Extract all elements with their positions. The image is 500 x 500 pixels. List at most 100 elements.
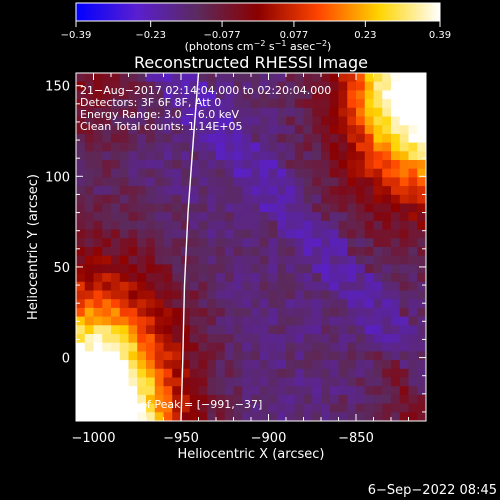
heatmap-cell xyxy=(277,160,287,170)
heatmap-cell xyxy=(154,255,164,265)
heatmap-cell xyxy=(312,107,322,117)
heatmap-cell xyxy=(338,334,348,344)
heatmap-cell xyxy=(391,116,401,126)
heatmap-cell xyxy=(111,90,121,100)
x-tick-label: −1000 xyxy=(72,431,116,446)
heatmap-cell xyxy=(364,316,374,326)
heatmap-cell xyxy=(111,133,121,144)
heatmap-cell xyxy=(128,334,138,344)
heatmap-cell xyxy=(224,160,234,170)
heatmap-cell xyxy=(128,247,138,257)
heatmap-cell xyxy=(172,177,182,187)
heatmap-cell xyxy=(417,299,426,309)
heatmap-cell xyxy=(242,307,252,318)
heatmap-cell xyxy=(329,186,339,196)
heatmap-cell xyxy=(356,386,366,396)
heatmap-cell xyxy=(119,368,129,378)
heatmap-cell xyxy=(76,412,86,421)
heatmap-cell xyxy=(76,151,86,161)
heatmap-cell xyxy=(417,168,426,178)
heatmap-cell xyxy=(277,203,287,213)
heatmap-cell xyxy=(338,229,348,239)
heatmap-cell xyxy=(102,273,112,283)
heatmap-cell xyxy=(364,168,374,178)
heatmap-cell xyxy=(111,73,121,83)
heatmap-cell xyxy=(356,403,366,413)
heatmap-cell xyxy=(102,116,112,126)
heatmap-cell xyxy=(338,316,348,326)
heatmap-cell xyxy=(119,360,129,370)
heatmap-cell xyxy=(181,360,191,370)
heatmap-cell xyxy=(102,177,112,187)
heatmap-cell xyxy=(216,368,226,378)
heatmap-cell xyxy=(294,394,304,405)
heatmap-cell xyxy=(146,247,156,257)
heatmap-cell xyxy=(347,247,357,257)
heatmap-cell xyxy=(294,194,304,204)
heatmap-cell xyxy=(417,81,426,91)
heatmap-cell xyxy=(163,360,173,370)
heatmap-cell xyxy=(347,212,357,222)
heatmap-cell xyxy=(399,247,409,257)
heatmap-cell xyxy=(382,351,392,361)
heatmap-cell xyxy=(373,125,383,135)
heatmap-cell xyxy=(102,151,112,161)
heatmap-cell xyxy=(207,125,217,135)
heatmap-cell xyxy=(242,229,252,239)
heatmap-cell xyxy=(312,186,322,196)
heatmap-cell xyxy=(277,377,287,387)
heatmap-cell xyxy=(251,186,261,196)
heatmap-cell xyxy=(119,325,129,335)
heatmap-cell xyxy=(224,334,234,344)
heatmap-cell xyxy=(128,386,138,396)
heatmap-cell xyxy=(338,160,348,170)
heatmap-cell xyxy=(417,264,426,274)
heatmap-cell xyxy=(277,307,287,318)
heatmap-cell xyxy=(338,264,348,274)
heatmap-cell xyxy=(119,220,129,231)
heatmap-cell xyxy=(391,360,401,370)
heatmap-cell xyxy=(163,255,173,265)
heatmap-cell xyxy=(373,203,383,213)
heatmap-cell xyxy=(382,360,392,370)
heatmap-cell xyxy=(312,168,322,178)
heatmap-cell xyxy=(286,99,296,109)
heatmap-cell xyxy=(356,133,366,144)
heatmap-cell xyxy=(329,125,339,135)
heatmap-cell xyxy=(172,290,182,300)
heatmap-cell xyxy=(154,133,164,144)
heatmap-cell xyxy=(93,73,103,83)
heatmap-cell xyxy=(119,133,129,144)
heatmap-cell xyxy=(233,229,243,239)
heatmap-cell xyxy=(154,107,164,117)
heatmap-cell xyxy=(259,90,269,100)
heatmap-cell xyxy=(373,368,383,378)
heatmap-cell xyxy=(119,386,129,396)
heatmap-cell xyxy=(251,403,261,413)
heatmap-cell xyxy=(128,212,138,222)
heatmap-cell xyxy=(198,116,208,126)
heatmap-cell xyxy=(102,168,112,178)
heatmap-cell xyxy=(399,177,409,187)
heatmap-cell xyxy=(242,203,252,213)
heatmap-cell xyxy=(277,107,287,117)
heatmap-cell xyxy=(207,264,217,274)
heatmap-cell xyxy=(391,412,401,421)
heatmap-cell xyxy=(84,255,94,265)
heatmap-cell xyxy=(312,281,322,291)
heatmap-cell xyxy=(399,290,409,300)
heatmap-cell xyxy=(408,342,418,352)
heatmap-cell xyxy=(181,116,191,126)
heatmap-cell xyxy=(216,73,226,83)
heatmap-cell xyxy=(189,342,199,352)
heatmap-cell xyxy=(399,273,409,283)
heatmap-cell xyxy=(93,255,103,265)
heatmap-cell xyxy=(163,90,173,100)
heatmap-cell xyxy=(286,142,296,152)
x-axis-label: Heliocentric X (arcsec) xyxy=(178,447,325,462)
heatmap-cell xyxy=(259,412,269,421)
heatmap-cell xyxy=(268,133,278,144)
heatmap-cell xyxy=(181,334,191,344)
heatmap-cell xyxy=(137,116,147,126)
heatmap-cell xyxy=(111,386,121,396)
